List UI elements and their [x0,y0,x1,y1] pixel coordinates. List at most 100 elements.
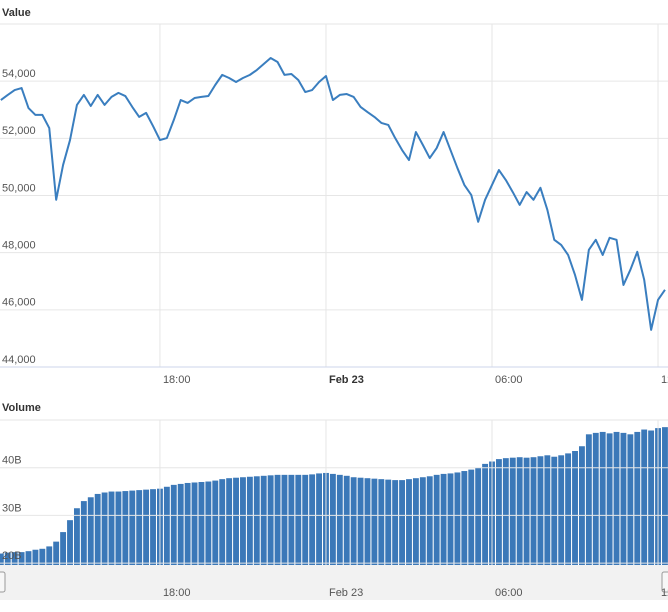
bar [253,476,260,565]
chart-title: Volume [2,402,41,414]
bar [495,459,502,565]
bar [412,478,419,565]
bar [343,475,350,565]
bar [426,476,433,565]
bar [274,474,281,565]
bar [475,467,482,565]
x-tick-label: Feb 23 [329,374,364,386]
bar [399,480,406,565]
bar [627,434,634,565]
bar [288,474,295,565]
bar [336,474,343,565]
x-tick-label: 12:00 [661,587,668,599]
bar [537,456,544,565]
bar [502,458,509,565]
bar [212,480,219,565]
bar [592,432,599,565]
bar [170,484,177,565]
bar [246,476,253,565]
x-tick-label: Feb 23 [329,587,363,599]
bar [32,549,39,565]
bar [108,491,115,565]
bar [60,532,67,565]
bar [150,489,156,565]
bar [129,490,136,565]
bar [447,473,454,565]
x-tick-label: 06:00 [495,374,523,386]
bar [4,552,11,565]
bar [260,475,267,565]
bar [468,469,475,565]
bar [350,477,357,565]
bar [205,481,212,565]
bar [482,463,489,565]
bar [73,508,80,565]
y-tick-label: 50,000 [2,182,36,194]
navigator[interactable] [0,565,668,600]
bar [579,446,585,565]
bar [11,552,18,565]
bar [267,475,274,565]
bar [87,497,94,565]
bar [371,478,378,565]
bar [551,456,558,565]
bar [281,474,288,565]
bar [364,478,371,565]
y-tick-label: 30B [2,502,22,514]
bar [357,477,364,565]
bar [316,473,322,565]
bar [80,501,87,565]
bar [219,479,226,565]
bar [0,553,4,565]
chart-title: Value [2,7,31,19]
bar [599,431,606,565]
bar [585,434,592,565]
bar [18,552,25,565]
bar [39,548,46,565]
bar [523,457,530,565]
bar [613,431,620,565]
y-tick-label: 44,000 [2,354,36,366]
bar [226,478,233,565]
bar [233,477,239,565]
y-tick-label: 54,000 [2,68,36,80]
bar [385,479,392,565]
bar [46,546,53,565]
y-tick-label: 20B [2,550,22,562]
bar [406,479,412,565]
bar [419,477,426,565]
bar [509,457,516,565]
bar [240,477,246,565]
bar [620,432,627,565]
bar [565,453,572,565]
y-tick-label: 52,000 [2,125,36,137]
bar [454,472,461,565]
bar [122,491,129,565]
bar [191,482,198,565]
x-tick-label: 18:00 [163,587,191,599]
bar [433,474,440,565]
bar [136,490,143,565]
bar [25,551,32,565]
bar [572,451,578,565]
navigator-handle-right[interactable] [661,571,668,593]
bar [461,471,468,565]
navigator-handle-left[interactable] [0,571,6,593]
line [0,57,666,331]
bar [163,486,170,565]
bar [392,480,399,565]
bar [530,457,537,565]
bar [53,541,60,565]
y-tick-label: 40B [2,455,22,467]
bar [516,457,523,565]
bar [378,479,385,565]
x-tick-label: 18:00 [163,374,191,386]
bar [115,491,122,565]
bar [606,433,613,565]
bar [198,482,205,565]
x-tick-label: 06:00 [495,587,523,599]
bar [648,430,655,565]
bar [558,455,565,565]
y-tick-label: 46,000 [2,297,36,309]
